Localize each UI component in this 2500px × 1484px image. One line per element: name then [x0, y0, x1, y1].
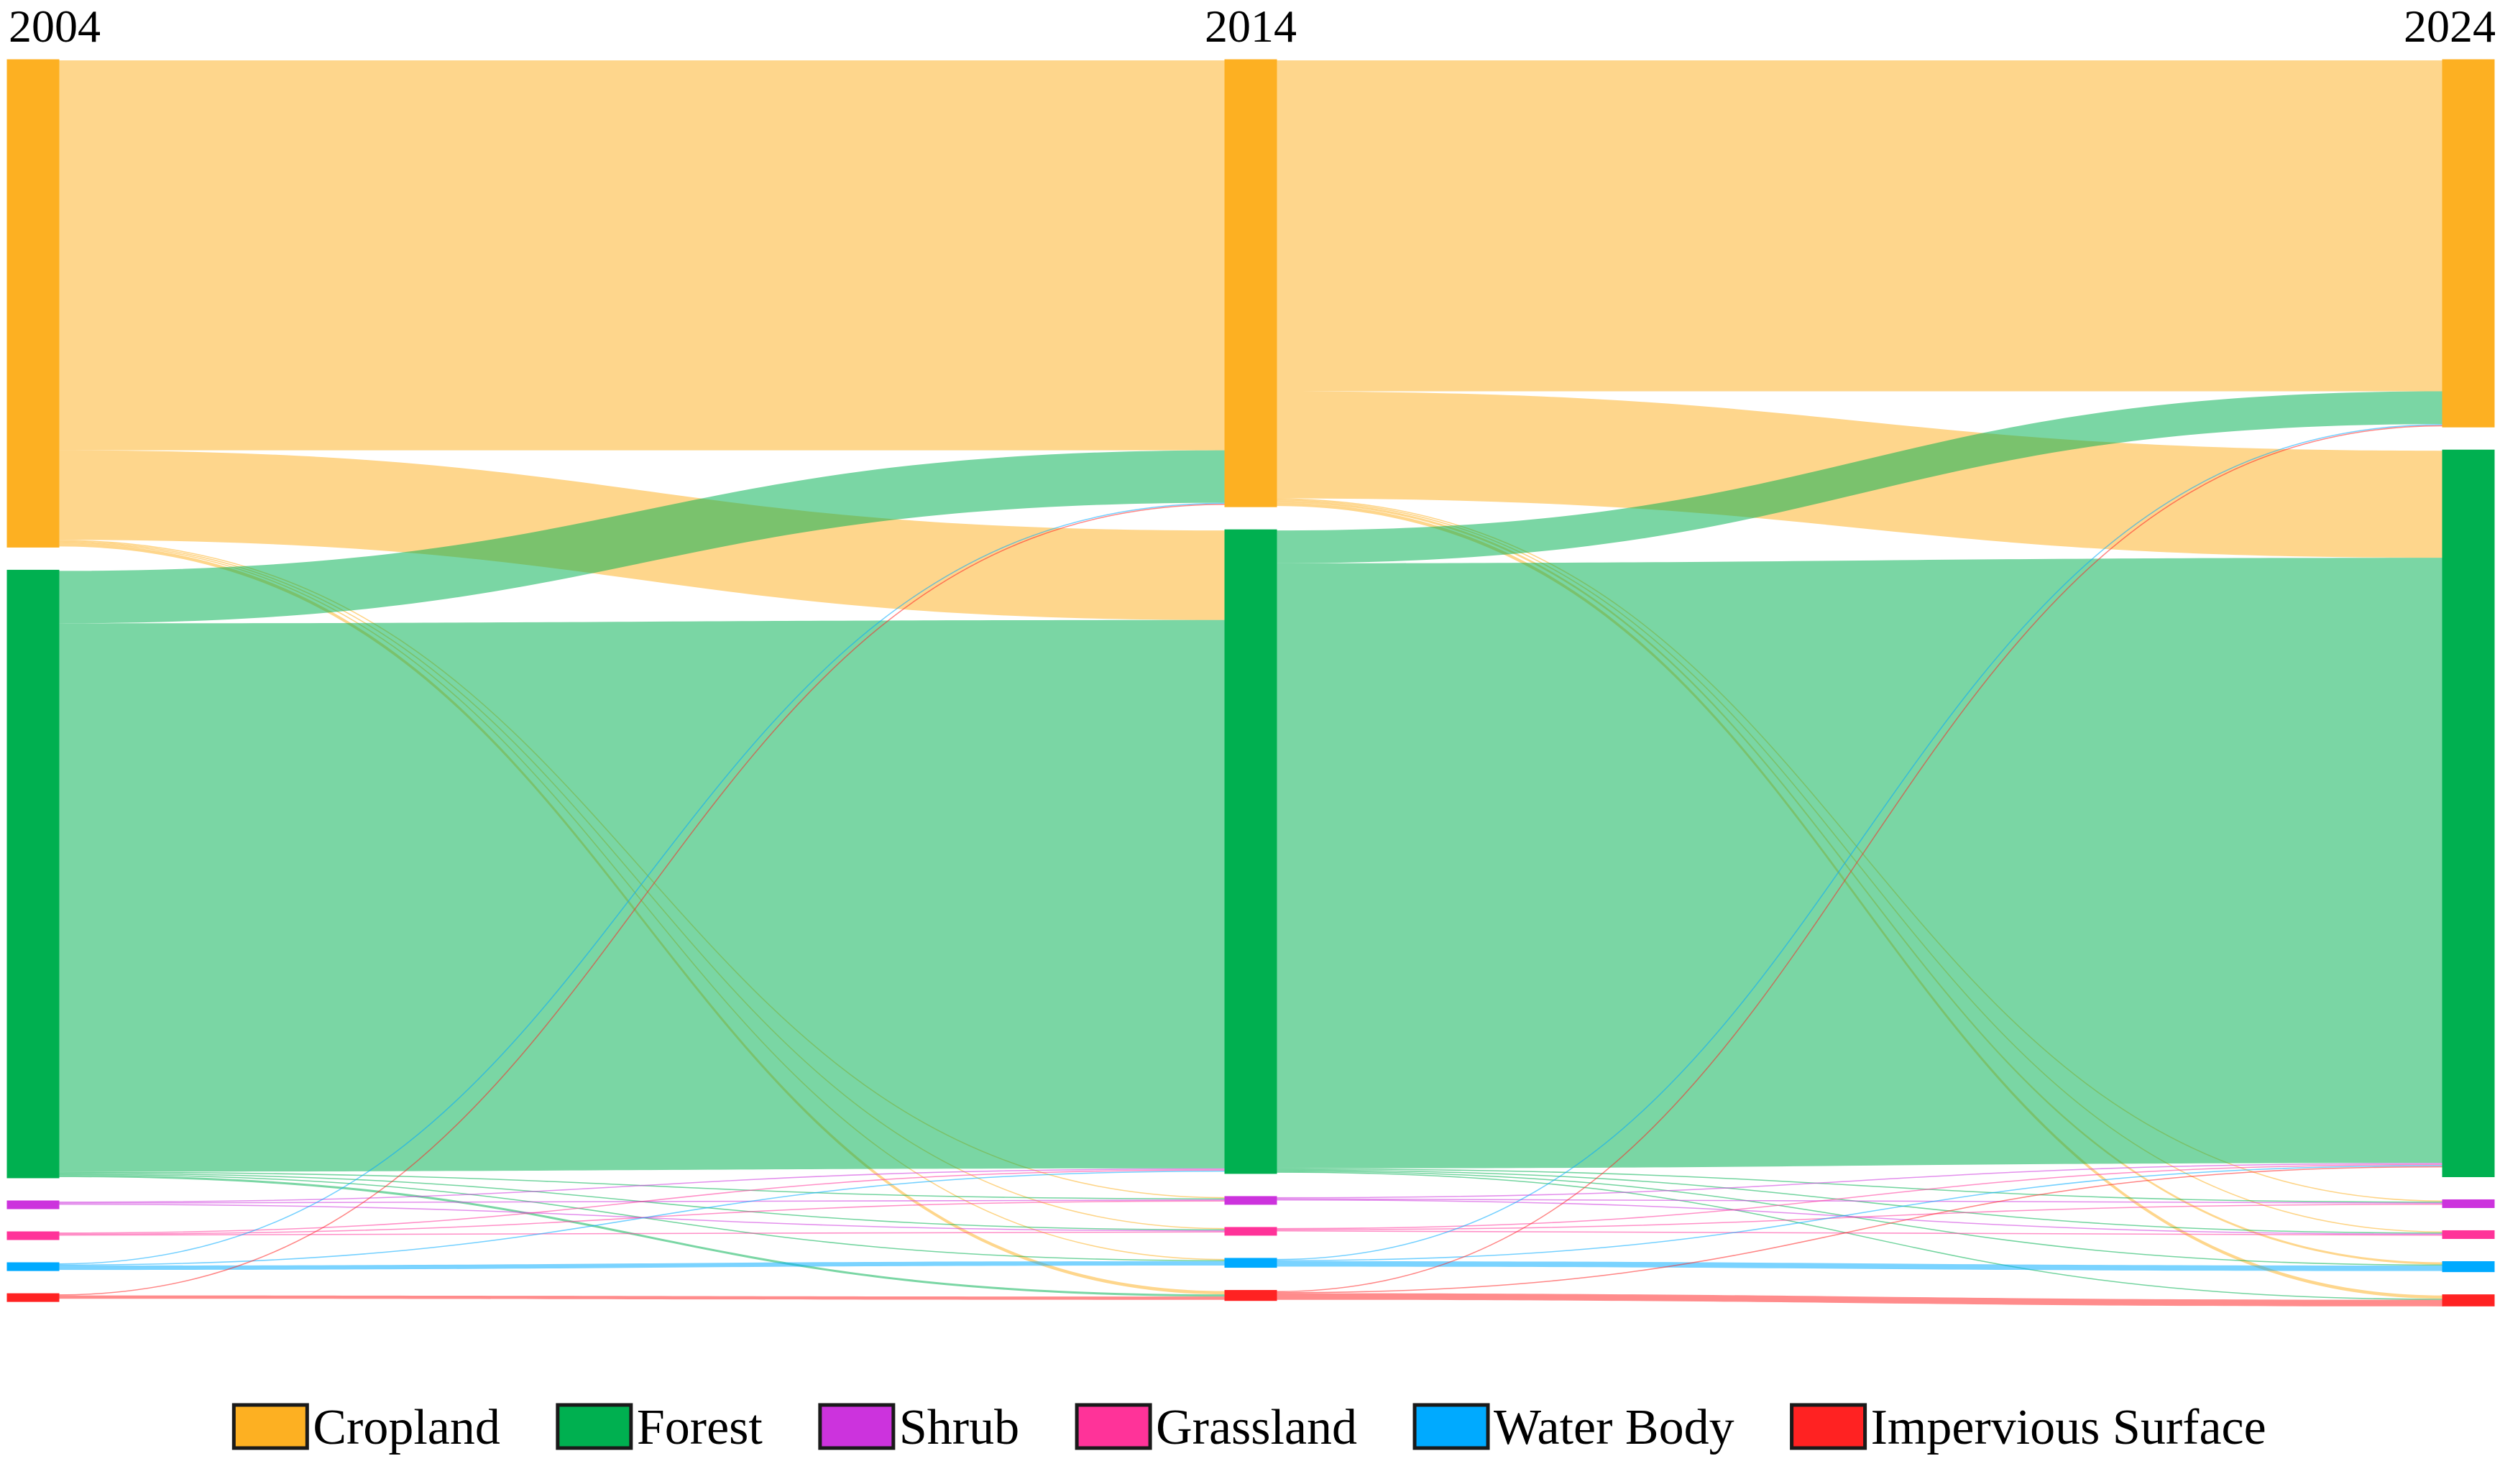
flow-water-body-to-water-body-2004-2014 [58, 1261, 1226, 1271]
node-grassland-2014 [1224, 1227, 1277, 1236]
node-grassland-2004 [6, 1231, 60, 1240]
flow-cropland-to-cropland-2014-2024 [1276, 60, 2443, 392]
node-impervious-surface-2004 [6, 1293, 60, 1302]
flow-water-body-to-forest-2004-2014 [58, 1170, 1226, 1266]
legend-item-water-body: Water Body [1412, 1400, 1734, 1455]
node-impervious-surface-2014 [1224, 1290, 1277, 1301]
legend-label-water-body: Water Body [1494, 1400, 1734, 1455]
flow-grassland-to-forest-2014-2024 [1275, 1163, 2444, 1230]
node-cropland-2014 [1224, 59, 1277, 507]
legend-swatch-forest [556, 1403, 633, 1450]
node-layer [6, 59, 2495, 1306]
legend-item-cropland: Cropland [231, 1400, 500, 1455]
legend-item-forest: Forest [556, 1400, 763, 1455]
legend-swatch-water-body [1412, 1403, 1490, 1450]
flow-grassland-to-grassland-2004-2014 [58, 1231, 1226, 1236]
year-label-2014: 2014 [1205, 1, 1297, 52]
flow-water-body-to-forest-2014-2024 [1275, 1165, 2444, 1261]
flow-forest-to-water-body-2014-2024 [1275, 1170, 2444, 1266]
legend-label-forest: Forest [637, 1400, 763, 1455]
year-labels: 2004 2014 2024 [9, 1, 2496, 52]
legend-item-grassland: Grassland [1075, 1400, 1357, 1455]
node-water-body-2014 [1224, 1258, 1277, 1268]
flow-forest-to-forest-2004-2014 [58, 619, 1226, 1172]
year-label-2004: 2004 [9, 1, 101, 52]
flow-impervious-surface-to-impervious-surface-2014-2024 [1276, 1293, 2443, 1306]
flow-shrub-to-forest-2004-2014 [58, 1168, 1226, 1203]
flow-layer [58, 60, 2444, 1306]
legend-swatch-cropland [231, 1403, 309, 1450]
flow-cropland-to-cropland-2004-2014 [58, 60, 1226, 451]
legend-label-grassland: Grassland [1156, 1400, 1357, 1455]
node-water-body-2004 [6, 1262, 60, 1271]
legend-swatch-grassland [1075, 1403, 1152, 1450]
flow-impervious-surface-to-cropland-2004-2014 [58, 504, 1226, 1296]
node-grassland-2024 [2442, 1230, 2495, 1239]
node-impervious-surface-2024 [2442, 1294, 2495, 1306]
flow-grassland-to-forest-2004-2014 [58, 1169, 1226, 1234]
flow-impervious-surface-to-cropland-2014-2024 [1275, 425, 2444, 1293]
node-shrub-2024 [2442, 1199, 2495, 1208]
node-shrub-2014 [1224, 1196, 1277, 1205]
flow-impervious-surface-to-forest-2014-2024 [1275, 1166, 2444, 1294]
flow-forest-to-cropland-2004-2014 [58, 450, 1226, 624]
legend-swatch-impervious-surface [1790, 1403, 1867, 1450]
legend-swatch-shrub [818, 1403, 896, 1450]
flow-water-body-to-water-body-2014-2024 [1276, 1261, 2443, 1271]
legend-item-shrub: Shrub [818, 1400, 1019, 1455]
flow-water-body-to-cropland-2014-2024 [1275, 424, 2444, 1261]
legend: Cropland Forest Shrub Grassland Water Body Im… [231, 1400, 2266, 1455]
node-forest-2014 [1224, 529, 1277, 1174]
node-forest-2024 [2442, 449, 2495, 1177]
year-label-2024: 2024 [2404, 1, 2496, 52]
legend-label-impervious-surface: Impervious Surface [1871, 1400, 2266, 1455]
flow-forest-to-forest-2014-2024 [1276, 558, 2443, 1169]
node-cropland-2024 [2442, 59, 2495, 428]
legend-label-shrub: Shrub [899, 1400, 1019, 1455]
node-shrub-2004 [6, 1200, 60, 1209]
flow-grassland-to-shrub-2014-2024 [1275, 1204, 2444, 1230]
legend-label-cropland: Cropland [313, 1400, 500, 1455]
legend-item-impervious-surface: Impervious Surface [1790, 1400, 2266, 1455]
node-water-body-2024 [2442, 1261, 2495, 1273]
flow-water-body-to-cropland-2004-2014 [58, 502, 1226, 1265]
flow-forest-to-shrub-2014-2024 [1275, 1168, 2444, 1203]
node-forest-2004 [6, 569, 60, 1179]
flow-impervious-surface-to-impervious-surface-2004-2014 [58, 1295, 1226, 1300]
flow-forest-to-cropland-2014-2024 [1276, 391, 2443, 563]
node-cropland-2004 [6, 59, 60, 548]
flow-forest-to-impervious-surface-2004-2014 [58, 1174, 1226, 1297]
flow-shrub-to-forest-2014-2024 [1275, 1163, 2444, 1199]
flow-forest-to-impervious-surface-2014-2024 [1275, 1171, 2444, 1300]
